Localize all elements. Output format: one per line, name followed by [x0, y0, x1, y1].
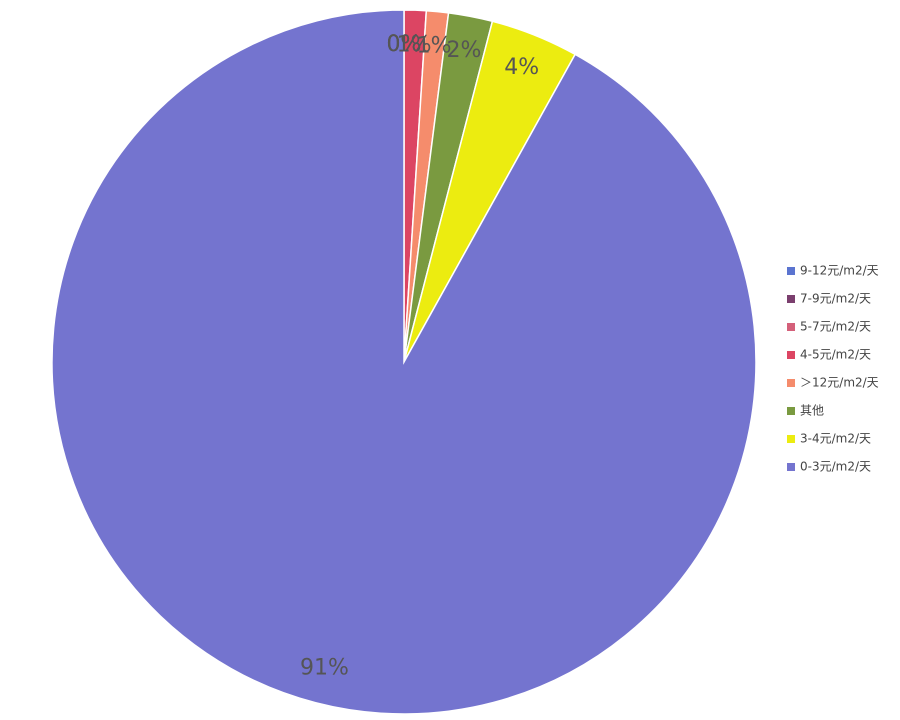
legend-swatch	[787, 323, 795, 331]
slice-label: 1%	[397, 32, 432, 57]
legend-swatch	[787, 463, 795, 471]
legend-swatch	[787, 351, 795, 359]
legend-swatch	[787, 407, 795, 415]
slice-label: 91%	[300, 656, 349, 681]
legend-label: 0-3元/m2/天	[800, 460, 871, 474]
slice-label: 1%	[417, 34, 452, 59]
slice-label: 4%	[504, 55, 539, 80]
slice-label: 0%	[387, 32, 422, 57]
legend-swatch	[787, 295, 795, 303]
legend-label: ＞12元/m2/天	[800, 376, 879, 390]
legend-swatch	[787, 379, 795, 387]
legend-label: 5-7元/m2/天	[800, 320, 871, 334]
slice-label: 2%	[447, 38, 482, 63]
legend-swatch	[787, 435, 795, 443]
slice-label: 0%	[387, 32, 422, 57]
legend-label: 7-9元/m2/天	[800, 292, 871, 306]
pie-slice	[51, 9, 757, 715]
legend-swatch	[787, 267, 795, 275]
legend-label: 4-5元/m2/天	[800, 348, 871, 362]
slice-label: 0%	[387, 32, 422, 57]
legend-label: 3-4元/m2/天	[800, 432, 871, 446]
legend-label: 9-12元/m2/天	[800, 264, 879, 278]
legend-label: 其他	[800, 404, 824, 418]
